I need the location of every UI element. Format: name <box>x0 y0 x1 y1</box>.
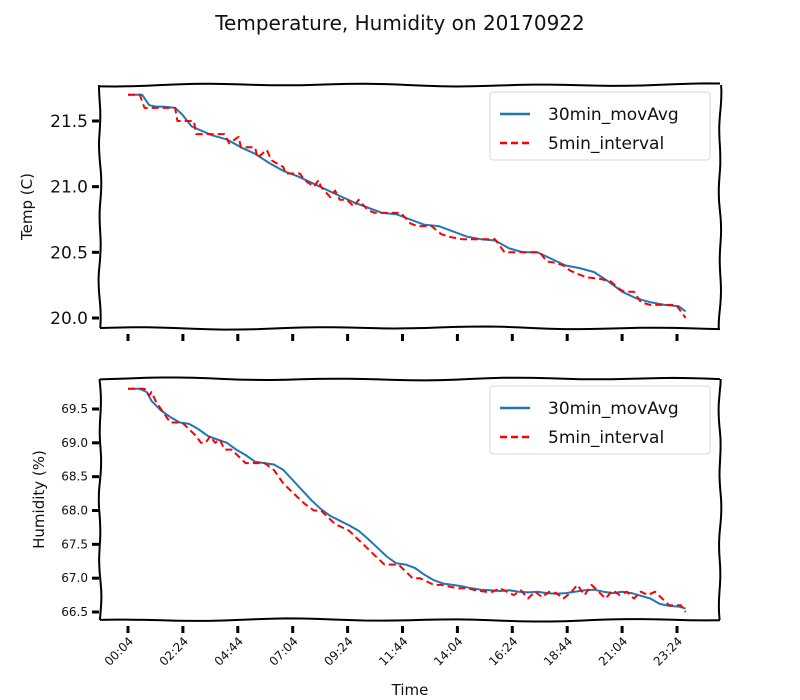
legend-box <box>489 385 711 455</box>
x-tick-label: 18:44 <box>541 634 575 668</box>
x-tick-label: 09:24 <box>321 634 355 668</box>
x-tick-label: 23:24 <box>651 634 685 668</box>
legend: 30min_movAvg 5min_interval <box>489 91 711 161</box>
humidity-panel: 66.5 67.0 67.5 68.0 68.5 69.0 69.5 00:04 02:24 04… <box>30 376 723 669</box>
x-tick-label: 04:44 <box>212 634 246 668</box>
legend-label: 30min_movAvg <box>548 105 679 125</box>
y-tick-label: 69.5 <box>61 402 88 416</box>
frame-bottom <box>99 325 721 331</box>
plot-frame <box>97 82 723 331</box>
y-tick-label: 21.0 <box>50 178 88 198</box>
y-tick-label: 20.5 <box>50 243 88 263</box>
x-tick-label: 07:04 <box>266 634 300 668</box>
x-axis-label: Time <box>391 681 429 699</box>
frame-bottom <box>99 617 721 623</box>
legend-box <box>489 91 711 161</box>
legend-label: 5min_interval <box>548 428 664 448</box>
y-tick-label: 67.5 <box>61 537 88 551</box>
y-tick-label: 68.5 <box>61 470 88 484</box>
frame-left <box>97 378 103 621</box>
x-tick-label: 21:04 <box>596 634 630 668</box>
legend-label: 5min_interval <box>548 134 664 154</box>
legend-label: 30min_movAvg <box>548 399 679 419</box>
frame-right <box>717 84 723 329</box>
frame-top <box>99 376 721 382</box>
y-axis-label: Humidity (%) <box>30 450 48 549</box>
y-tick-label: 67.0 <box>61 571 88 585</box>
x-tick-label: 02:24 <box>157 634 191 668</box>
y-tick-label: 21.5 <box>50 112 88 132</box>
x-tick-label: 11:44 <box>376 634 410 668</box>
frame-right <box>717 378 723 621</box>
x-tick-label: 00:04 <box>102 634 136 668</box>
series-line-30min_movAvg <box>128 387 686 610</box>
frame-left <box>97 84 103 329</box>
y-tick-label: 66.5 <box>61 605 88 619</box>
temperature-panel: 20.0 20.5 21.0 21.5 Temp (C) 30min_movAvg 5min… <box>18 82 723 341</box>
x-tick-label: 14:04 <box>431 634 465 668</box>
plot-frame <box>97 376 723 623</box>
frame-top <box>99 82 721 88</box>
y-tick-label: 68.0 <box>61 504 88 518</box>
chart-title: Temperature, Humidity on 20170922 <box>214 11 585 35</box>
y-tick-label: 69.0 <box>61 436 88 450</box>
x-tick-label: 16:24 <box>486 634 520 668</box>
series-line-5min_interval <box>128 387 687 613</box>
legend: 30min_movAvg 5min_interval <box>489 385 711 455</box>
y-axis-label: Temp (C) <box>18 173 36 241</box>
y-tick-label: 20.0 <box>50 309 88 329</box>
